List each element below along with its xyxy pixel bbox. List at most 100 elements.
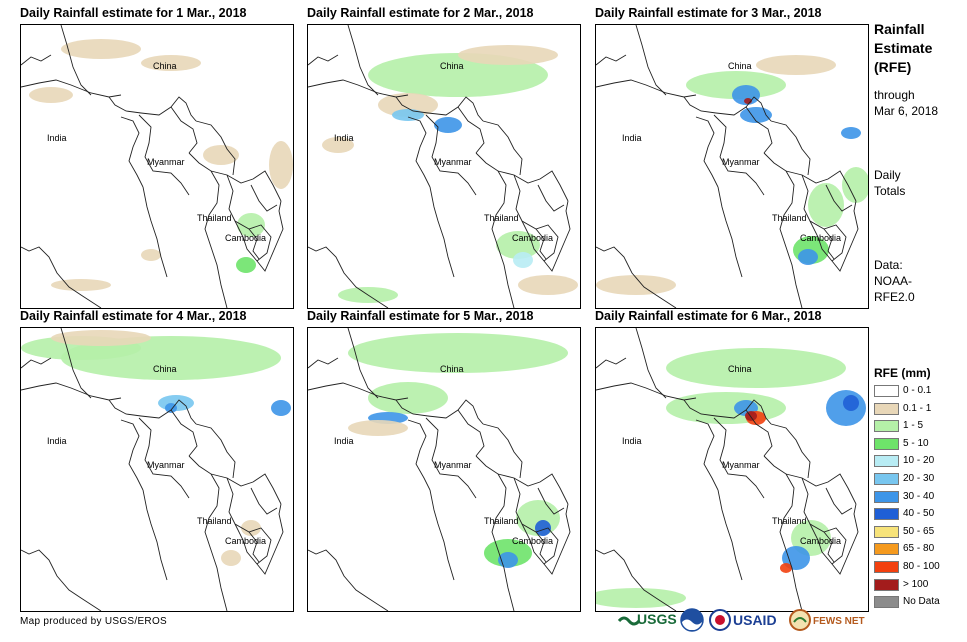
country-border [120,116,144,188]
country-border [308,357,339,369]
rainfall-patch [141,249,161,261]
country-border [170,106,198,154]
legend-swatch [874,420,899,433]
country-border [429,186,455,278]
rainfall-patch [841,127,861,139]
rainfall-patch [51,279,111,291]
rainfall-patch [756,55,836,75]
rainfall-patch [535,520,551,536]
country-label-india: India [47,133,67,143]
legend-swatch [874,508,899,521]
country-border [713,417,765,499]
legend-title: RFE (mm) [874,366,931,380]
country-border [138,417,190,499]
country-label-thailand: Thailand [484,516,519,526]
rainfall-patch [236,257,256,273]
rainfall-patch [322,137,354,153]
rainfall-patch [518,275,578,295]
credit-text: Map produced by USGS/EROS [20,616,168,627]
legend-label: 0 - 0.1 [903,385,932,396]
through-date: through Mar 6, 2018 [874,88,939,118]
country-border [250,184,278,212]
country-label-myanmar: Myanmar [434,460,472,470]
rainfall-patch [29,87,73,103]
country-border [250,487,278,515]
country-border [823,531,835,563]
rainfall-map: China India Myanmar Thailand Cambodia [20,24,294,309]
country-label-india: India [622,436,642,446]
panel-title: Daily Rainfall estimate for 3 Mar., 2018 [595,6,822,20]
agency-logos: USGS USAID FEWS NET [617,607,867,635]
country-border [21,54,52,66]
country-border [823,228,835,260]
country-border [745,106,773,154]
rainfall-patch [843,395,859,411]
rainfall-map: China India Myanmar Thailand Cambodia [20,327,294,612]
legend-label: 80 - 100 [903,561,940,572]
rainfall-patch [61,39,141,59]
rainfall-patch [745,411,757,421]
country-border [596,54,627,66]
country-label-thailand: Thailand [197,213,232,223]
map-canvas [21,25,293,308]
rainfall-patch [513,252,533,268]
legend-label: 5 - 10 [903,437,929,449]
country-border [142,489,168,581]
rainfall-patch [348,420,408,436]
country-border [482,423,523,479]
country-border [425,417,477,499]
country-border [825,184,853,212]
country-border [195,120,236,176]
country-border [475,455,569,505]
country-border [695,419,719,491]
country-label-myanmar: Myanmar [722,157,760,167]
coastline [596,549,677,611]
usgs-logo: USGS [617,607,677,633]
country-label-china: China [728,61,752,71]
country-border [521,200,571,272]
legend-swatch [874,525,899,538]
legend-label: No Data [903,596,940,608]
country-border [717,186,743,278]
map-canvas [21,328,291,611]
rainfall-patch [596,275,676,295]
legend-label: 40 - 50 [903,508,935,520]
legend-swatch [874,402,899,415]
country-border [347,25,379,96]
country-label-myanmar: Myanmar [434,157,472,167]
country-border [425,114,477,196]
country-border [596,357,627,369]
rainfall-map: China India Myanmar Thailand Cambodia [307,327,581,612]
country-border [407,116,431,188]
rainfall-patch [221,550,241,566]
country-border [457,106,485,154]
country-border [188,455,282,505]
country-border [248,531,260,563]
country-label-myanmar: Myanmar [722,460,760,470]
country-border [188,152,282,202]
country-border [108,96,197,122]
country-label-india: India [47,436,67,446]
legend-swatch [874,385,899,397]
country-border [745,409,773,457]
country-label-cambodia: Cambodia [800,536,842,546]
rainfall-patch [141,55,201,71]
country-border [234,200,284,272]
usaid-logo: USAID [709,607,787,633]
rainfall-patch [686,71,786,99]
country-border [635,25,667,96]
data-source-note: Data: NOAA- RFE2.0 [874,258,915,304]
country-border [763,152,857,202]
legend-label: 50 - 65 [903,525,935,537]
rainfall-patch [241,520,261,536]
panel-title: Daily Rainfall estimate for 1 Mar., 2018 [20,6,247,20]
daily-totals-note: Daily Totals [874,168,906,198]
country-border [763,455,857,505]
rainfall-patch [666,392,786,424]
rainfall-map: China India Myanmar Thailand Cambodia [595,327,869,612]
rainfall-patch [237,213,265,237]
country-border [596,79,697,98]
rainfall-patch [434,117,462,133]
country-border [108,399,197,425]
fewsnet-logo: FEWS NET [789,607,865,633]
